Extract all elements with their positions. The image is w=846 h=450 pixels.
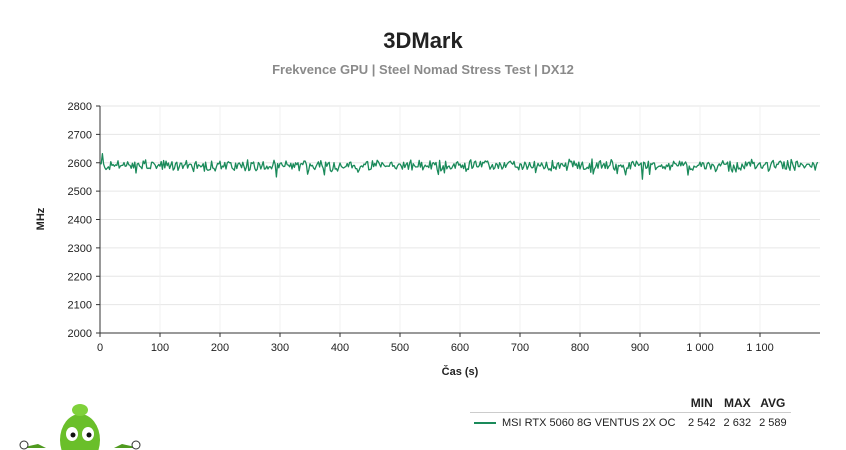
y-tick-label: 2600 [68, 158, 92, 170]
legend-max-value: 2 632 [723, 417, 752, 429]
legend-table: MIN MAX AVG MSI RTX 5060 8G VENTUS 2X OC… [470, 394, 791, 433]
chart-title: 3DMark [383, 28, 463, 53]
x-tick-label: 100 [151, 342, 169, 354]
x-tick-label: 900 [631, 342, 649, 354]
legend-avg-value: 2 589 [759, 417, 787, 429]
x-tick-label: 1 100 [746, 342, 774, 354]
y-tick-label: 2100 [68, 300, 92, 312]
legend-header-row: MIN MAX AVG [470, 394, 791, 413]
x-tick-label: 200 [211, 342, 229, 354]
y-tick-label: 2800 [68, 101, 92, 113]
mascot-logo [19, 404, 141, 450]
axes [96, 105, 820, 337]
legend-header-max: MAX [719, 394, 756, 413]
chart-subtitle: Frekvence GPU | Steel Nomad Stress Test … [272, 62, 574, 77]
series-layer [99, 153, 819, 180]
y-axis-title: MHz [35, 207, 47, 230]
x-tick-label: 1 000 [686, 342, 714, 354]
x-tick-label: 600 [451, 342, 469, 354]
y-tick-label: 2400 [68, 215, 92, 227]
legend-row: MSI RTX 5060 8G VENTUS 2X OC 2 542 2 632… [470, 413, 791, 434]
y-tick-label: 2200 [68, 271, 92, 283]
y-tick-label: 2500 [68, 186, 92, 198]
legend-header-spacer [470, 394, 684, 413]
legend-header-min: MIN [684, 394, 720, 413]
y-tick-label: 2700 [68, 129, 92, 141]
x-tick-label: 300 [271, 342, 289, 354]
y-tick-label: 2000 [68, 328, 92, 340]
x-tick-label: 0 [97, 342, 103, 354]
x-tick-label: 800 [571, 342, 589, 354]
grid-lines [99, 105, 820, 334]
y-tick-label: 2300 [68, 243, 92, 255]
legend-series-cell: MSI RTX 5060 8G VENTUS 2X OC [470, 413, 684, 434]
series-line [99, 153, 819, 180]
legend-series-name: MSI RTX 5060 8G VENTUS 2X OC [502, 417, 676, 429]
tick-labels: 2000 2100 2200 2300 2400 2500 2600 2700 2800 0 100… [68, 101, 774, 354]
legend-header-avg: AVG [755, 394, 791, 413]
legend-swatch [474, 422, 496, 425]
x-tick-label: 500 [391, 342, 409, 354]
x-tick-label: 700 [511, 342, 529, 354]
x-axis-title: Čas (s) [442, 365, 479, 378]
x-tick-label: 400 [331, 342, 349, 354]
legend-min-value: 2 542 [688, 417, 716, 429]
